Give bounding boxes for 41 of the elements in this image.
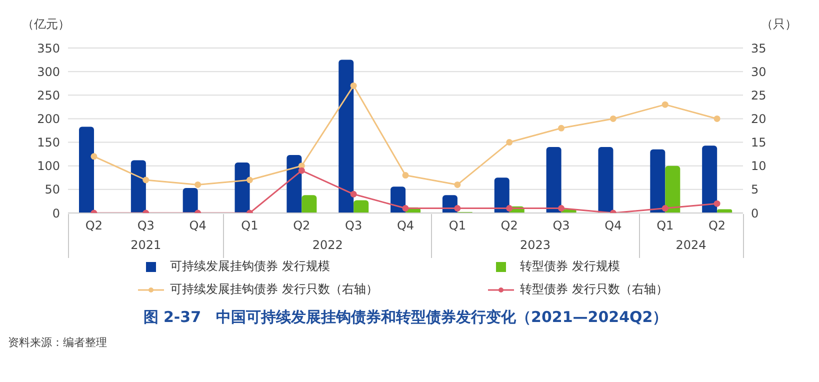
text: 2024 (674, 238, 708, 252)
y2-tick-label: 20 (751, 112, 766, 126)
y-axis-title: （亿元） (22, 16, 70, 33)
x-tick-label: Q4 (189, 218, 206, 233)
y2-tick-label: 10 (751, 159, 766, 174)
text: 2022 (311, 238, 344, 252)
legend-label: 转型债券 发行只数（右轴） (520, 281, 668, 298)
text: 资料来源：编者整理 (8, 335, 108, 350)
x-tick-label: Q2 (85, 218, 103, 233)
text: 2021 (130, 238, 162, 252)
y2-tick-label: 30 (751, 64, 766, 79)
x-tick-label: Q2 (500, 218, 518, 233)
text: 图 2-37 中国可持续发展挂钩债券和转型债券发行变化（2021—2024Q2） (142, 308, 669, 327)
y2-tick-label: 25 (751, 88, 766, 102)
x-tick-label: Q3 (345, 218, 362, 233)
y2-tick-label: 5 (751, 182, 759, 197)
text: 2023 (519, 238, 552, 252)
x-tick-label: Q2 (293, 218, 310, 233)
y2-tick-label: 0 (751, 206, 759, 220)
y-tick-label: 0 (52, 206, 60, 220)
x-tick-label: Q1 (241, 218, 258, 233)
y-tick-label: 250 (37, 88, 60, 102)
y-tick-label: 200 (37, 112, 60, 126)
x-tick-label: Q1 (656, 218, 674, 233)
x-tick-label: Q2 (708, 218, 726, 233)
legend-label: 可持续发展挂钩债券 发行只数（右轴） (170, 281, 378, 298)
y-tick-label: 100 (37, 159, 60, 174)
x-tick-label: Q4 (396, 218, 414, 233)
y-tick-label: 150 (37, 136, 60, 150)
y-tick-label: 350 (37, 41, 60, 56)
y2-tick-label: 35 (751, 41, 766, 56)
y-tick-label: 300 (37, 64, 60, 79)
y-tick-label: 50 (44, 182, 60, 197)
x-tick-label: Q1 (448, 218, 466, 233)
x-tick-label: Q3 (137, 218, 154, 233)
y2-tick-label: 15 (751, 136, 766, 150)
x-tick-label: Q3 (552, 218, 570, 233)
legend-label: 转型债券 发行规模 (520, 258, 620, 275)
legend-label: 可持续发展挂钩债券 发行规模 (170, 258, 330, 275)
x-tick-label: Q4 (604, 218, 622, 233)
y2-axis-title: （只） (761, 16, 797, 33)
